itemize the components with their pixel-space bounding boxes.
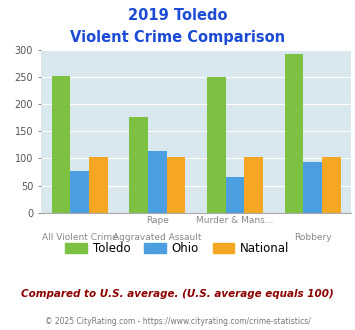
Bar <box>244 157 263 213</box>
Bar <box>89 157 108 213</box>
Bar <box>207 77 226 213</box>
Bar <box>52 76 70 213</box>
Bar <box>129 117 148 213</box>
Text: Rape: Rape <box>146 216 169 225</box>
Bar <box>322 157 340 213</box>
Bar <box>303 162 322 213</box>
Text: Violent Crime Comparison: Violent Crime Comparison <box>70 30 285 45</box>
Text: Murder & Mans...: Murder & Mans... <box>196 216 274 225</box>
Text: All Violent Crime: All Violent Crime <box>42 233 118 242</box>
Text: 2019 Toledo: 2019 Toledo <box>128 8 227 23</box>
Legend: Toledo, Ohio, National: Toledo, Ohio, National <box>61 237 294 260</box>
Bar <box>226 178 244 213</box>
Bar <box>148 151 166 213</box>
Text: Aggravated Assault: Aggravated Assault <box>113 233 202 242</box>
Text: Compared to U.S. average. (U.S. average equals 100): Compared to U.S. average. (U.S. average … <box>21 289 334 299</box>
Bar <box>285 54 303 213</box>
Text: Robbery: Robbery <box>294 233 332 242</box>
Bar <box>166 157 185 213</box>
Text: © 2025 CityRating.com - https://www.cityrating.com/crime-statistics/: © 2025 CityRating.com - https://www.city… <box>45 317 310 326</box>
Bar <box>70 172 89 213</box>
